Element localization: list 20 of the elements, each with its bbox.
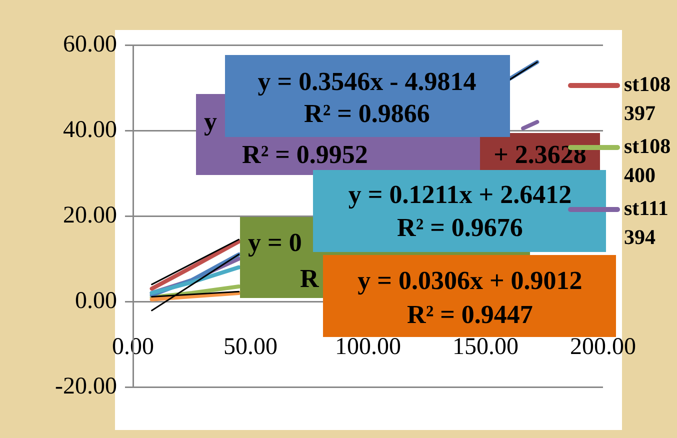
x-tick-label: 100.00	[335, 334, 401, 360]
x-tick-label: 200.00	[570, 334, 636, 360]
annotation: R² = 0.9676	[396, 212, 524, 244]
x-tick-label: 150.00	[452, 334, 518, 360]
y-tick-label: 40.00	[63, 116, 117, 143]
annotation: R² = 0.9447	[406, 299, 534, 331]
y-tick-label: 0.00	[75, 288, 117, 314]
annotation: R² = 0.9866	[303, 98, 431, 130]
annotation: y = 0	[248, 227, 302, 259]
annotation: y = 0.3546x - 4.9814	[256, 66, 478, 98]
annotation: y = 0.1211x + 2.6412	[347, 179, 573, 211]
y-tick-label: 20.00	[63, 202, 117, 228]
legend-label: st111394	[624, 195, 670, 251]
x-tick-label: 50.00	[224, 334, 278, 360]
y-tick-label: 60.00	[63, 31, 117, 58]
annotation: R	[300, 263, 319, 295]
annotation: R² = 0.9952	[241, 139, 369, 171]
annotation: y	[204, 106, 217, 138]
annotation: y = 0.0306x + 0.9012	[356, 265, 584, 297]
y-tick-label: -20.00	[55, 373, 117, 400]
